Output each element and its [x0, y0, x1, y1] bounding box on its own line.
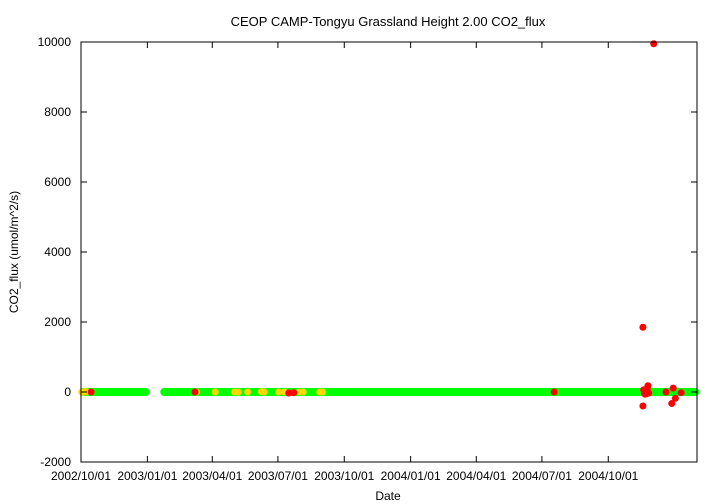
x-tick-label: 2003/01/01 — [117, 469, 177, 483]
x-tick-label: 2004/07/01 — [512, 469, 572, 483]
series-2 — [87, 40, 685, 410]
data-point — [285, 389, 293, 397]
plot-marks — [78, 40, 700, 410]
data-point — [290, 389, 298, 397]
y-tick-label: -2000 — [40, 455, 71, 469]
x-axis-label: Date — [375, 489, 401, 503]
data-point — [275, 388, 283, 396]
data-band — [78, 388, 150, 396]
y-tick-label: 4000 — [44, 245, 71, 259]
y-tick-label: 2000 — [44, 315, 71, 329]
data-point — [211, 388, 219, 396]
plot-frame — [80, 41, 698, 463]
data-point — [644, 382, 652, 390]
y-axis-label: CO2_flux (umol/m^2/s) — [7, 191, 21, 313]
data-point — [662, 388, 670, 396]
x-tick-label: 2003/07/01 — [248, 469, 308, 483]
data-point — [668, 400, 676, 408]
x-tick-label: 2004/04/01 — [446, 469, 506, 483]
data-point — [639, 323, 647, 331]
x-tick-label: 2002/10/01 — [51, 469, 111, 483]
data-point — [671, 394, 679, 402]
data-point — [677, 389, 685, 397]
x-tick-label: 2003/10/01 — [314, 469, 374, 483]
x-tick-label: 2003/04/01 — [182, 469, 242, 483]
data-point — [319, 388, 327, 396]
x-tick-label: 2004/01/01 — [381, 469, 441, 483]
series-0 — [78, 388, 700, 396]
data-point — [550, 388, 558, 396]
data-point — [645, 389, 653, 397]
data-point — [234, 388, 242, 396]
y-tick-label: 10000 — [38, 35, 72, 49]
data-point — [244, 388, 252, 396]
data-point — [191, 388, 199, 396]
axes: -2000 0 2000 4000 6000 8000 10000 2002/10/01 200… — [38, 35, 697, 483]
data-point — [260, 388, 268, 396]
y-tick-label: 6000 — [44, 175, 71, 189]
data-point — [639, 402, 647, 410]
y-tick-label: 8000 — [44, 105, 71, 119]
y-tick-label: 0 — [64, 385, 71, 399]
chart-title: CEOP CAMP-Tongyu Grassland Height 2.00 C… — [231, 14, 546, 29]
data-point — [87, 388, 95, 396]
x-tick-label: 2004/10/01 — [578, 469, 638, 483]
data-point — [299, 388, 307, 396]
data-point — [669, 384, 677, 392]
data-point — [650, 40, 658, 48]
